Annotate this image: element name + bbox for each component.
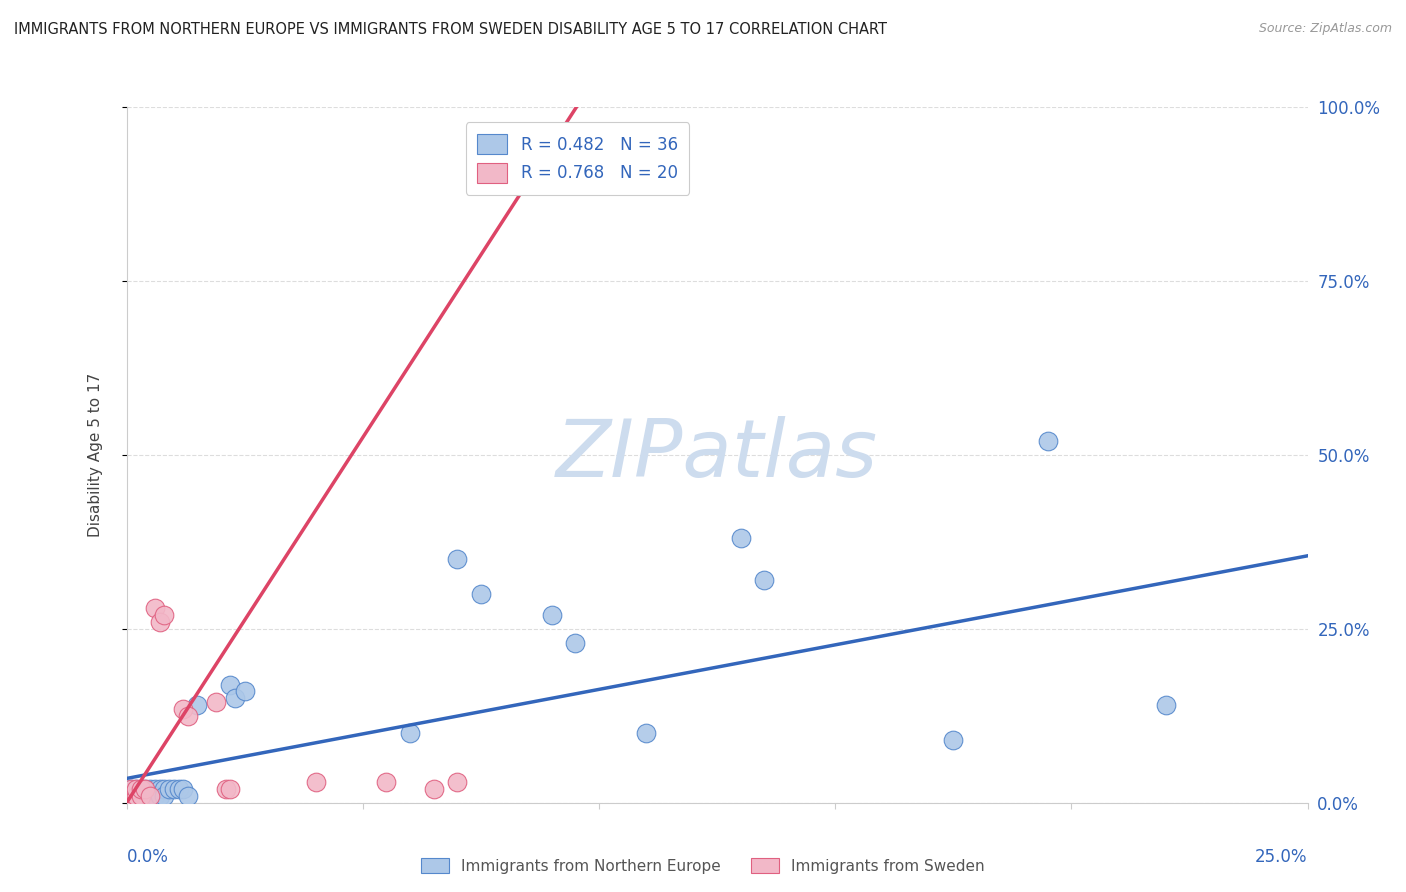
- Point: [186, 698, 208, 713]
- Point: [157, 781, 180, 796]
- Point: [149, 789, 172, 803]
- Point: [139, 789, 162, 803]
- Text: ZIPatlas: ZIPatlas: [555, 416, 879, 494]
- Point: [125, 781, 148, 796]
- Point: [139, 781, 162, 796]
- Point: [942, 733, 965, 747]
- Point: [129, 789, 152, 803]
- Point: [125, 789, 148, 803]
- Text: 25.0%: 25.0%: [1256, 848, 1308, 866]
- Point: [120, 781, 142, 796]
- Point: [143, 781, 166, 796]
- Point: [172, 781, 194, 796]
- Point: [172, 702, 194, 716]
- Legend: Immigrants from Northern Europe, Immigrants from Sweden: Immigrants from Northern Europe, Immigra…: [415, 852, 991, 880]
- Point: [177, 708, 200, 723]
- Point: [219, 781, 242, 796]
- Point: [446, 552, 468, 566]
- Point: [167, 781, 190, 796]
- Point: [134, 781, 156, 796]
- Text: IMMIGRANTS FROM NORTHERN EUROPE VS IMMIGRANTS FROM SWEDEN DISABILITY AGE 5 TO 17: IMMIGRANTS FROM NORTHERN EUROPE VS IMMIG…: [14, 22, 887, 37]
- Point: [153, 781, 176, 796]
- Point: [153, 789, 176, 803]
- Point: [129, 789, 152, 803]
- Point: [470, 587, 492, 601]
- Point: [1154, 698, 1177, 713]
- Point: [125, 781, 148, 796]
- Point: [219, 677, 242, 691]
- Point: [205, 695, 228, 709]
- Point: [129, 781, 152, 796]
- Point: [134, 781, 156, 796]
- Point: [1036, 434, 1059, 448]
- Point: [163, 781, 186, 796]
- Point: [120, 789, 142, 803]
- Point: [564, 636, 586, 650]
- Point: [139, 789, 162, 803]
- Point: [730, 532, 752, 546]
- Point: [177, 789, 200, 803]
- Point: [399, 726, 422, 740]
- Point: [149, 781, 172, 796]
- Point: [375, 775, 398, 789]
- Point: [129, 781, 152, 796]
- Point: [422, 781, 444, 796]
- Point: [233, 684, 256, 698]
- Point: [446, 775, 468, 789]
- Legend: R = 0.482   N = 36, R = 0.768   N = 20: R = 0.482 N = 36, R = 0.768 N = 20: [465, 122, 689, 194]
- Point: [125, 789, 148, 803]
- Point: [636, 726, 658, 740]
- Point: [224, 691, 246, 706]
- Point: [120, 789, 142, 803]
- Point: [153, 607, 176, 622]
- Point: [754, 573, 776, 587]
- Point: [149, 615, 172, 629]
- Point: [143, 789, 166, 803]
- Point: [134, 789, 156, 803]
- Point: [304, 775, 326, 789]
- Point: [143, 601, 166, 615]
- Point: [215, 781, 238, 796]
- Point: [120, 781, 142, 796]
- Point: [540, 607, 562, 622]
- Text: Source: ZipAtlas.com: Source: ZipAtlas.com: [1258, 22, 1392, 36]
- Y-axis label: Disability Age 5 to 17: Disability Age 5 to 17: [89, 373, 103, 537]
- Text: 0.0%: 0.0%: [127, 848, 169, 866]
